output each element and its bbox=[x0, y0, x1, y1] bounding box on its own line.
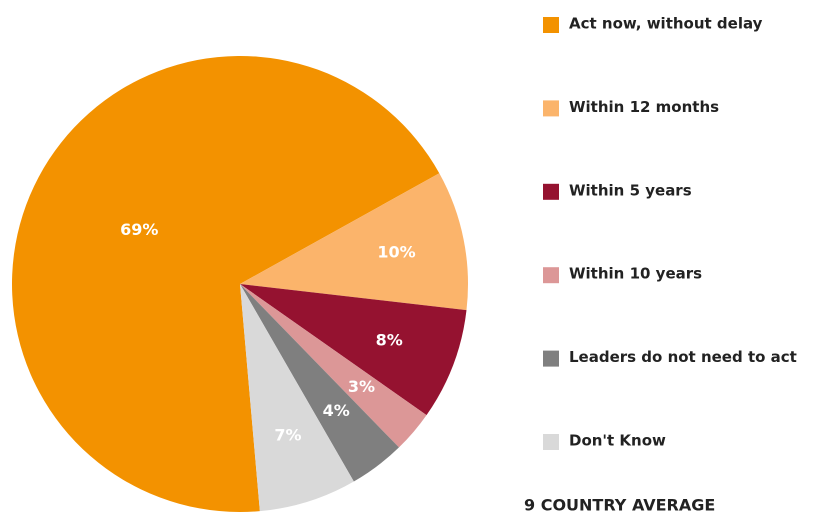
data-label: 69% bbox=[120, 220, 158, 239]
data-label: 3% bbox=[348, 377, 375, 396]
data-label: 8% bbox=[376, 330, 403, 349]
legend-swatch bbox=[543, 267, 559, 284]
pie-slice bbox=[240, 284, 399, 482]
pie-slice bbox=[240, 284, 427, 448]
legend-label: Within 12 months bbox=[569, 98, 719, 116]
pie-slice bbox=[240, 284, 354, 512]
pie-slice bbox=[240, 284, 467, 416]
pie-slice bbox=[240, 173, 468, 311]
footer: 9 COUNTRY AVERAGE bbox=[524, 496, 715, 515]
data-label: 7% bbox=[274, 426, 301, 445]
legend-label: Act now, without delay bbox=[569, 15, 763, 33]
pie-slice bbox=[11, 55, 440, 513]
legend-label: Within 5 years bbox=[569, 181, 692, 199]
data-label: 10% bbox=[377, 242, 415, 261]
legend-label: Don't Know bbox=[569, 432, 666, 450]
legend-swatch bbox=[543, 17, 559, 33]
legend-label: Leaders do not need to act bbox=[569, 348, 797, 366]
data-label: 4% bbox=[323, 401, 350, 420]
legend-swatch bbox=[543, 183, 559, 200]
legend-swatch bbox=[543, 434, 559, 450]
legend-label: Within 10 years bbox=[569, 265, 702, 283]
legend-swatch bbox=[543, 100, 559, 117]
legend-swatch bbox=[543, 350, 559, 367]
